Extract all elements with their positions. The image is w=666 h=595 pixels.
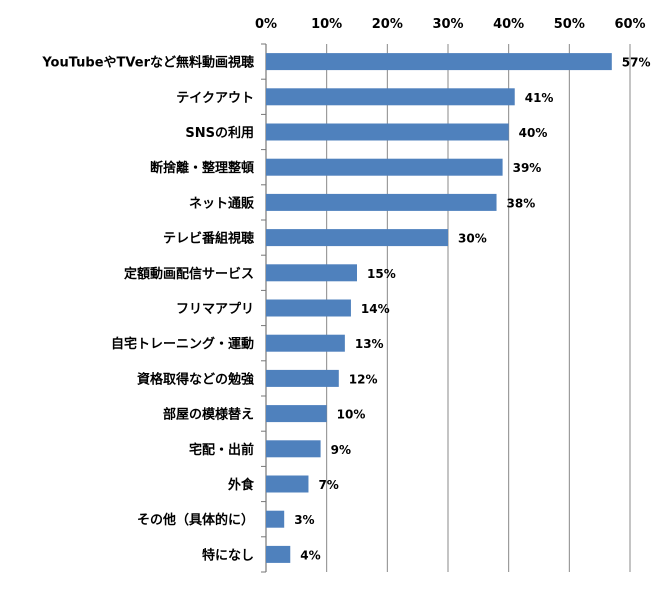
- bar: [266, 53, 612, 71]
- data-labels: 57% 41% 40% 39% 38% 30% 15% 14% 13% 12% 10% 9% 7% 3% 4…: [294, 56, 650, 563]
- category-label: 特になし: [202, 547, 254, 563]
- data-label: 13%: [355, 337, 384, 351]
- category-label: フリマアプリ: [176, 302, 254, 317]
- data-label: 9%: [331, 443, 351, 457]
- data-label: 41%: [525, 91, 554, 105]
- bar: [266, 334, 345, 352]
- bar: [266, 369, 339, 387]
- x-axis-tick-labels: 0% 10% 20% 30% 40% 50% 60%: [255, 17, 646, 32]
- category-label: その他（具体的に）: [137, 512, 254, 528]
- x-tick-label: 10%: [311, 17, 342, 32]
- category-label: 自宅トレーニング・運動: [111, 336, 254, 352]
- category-label: 定額動画配信サービス: [123, 266, 254, 282]
- bar: [266, 229, 448, 247]
- bar: [266, 405, 327, 423]
- x-tick-label: 0%: [255, 17, 277, 32]
- data-label: 30%: [458, 232, 487, 246]
- data-label: 39%: [513, 161, 542, 175]
- x-tick-label: 60%: [614, 17, 645, 32]
- bar: [266, 123, 509, 141]
- category-label: 宅配・出前: [189, 442, 254, 458]
- data-label: 10%: [337, 408, 366, 422]
- category-label: ネット通販: [189, 195, 255, 211]
- bar: [266, 158, 503, 176]
- data-label: 38%: [507, 196, 536, 210]
- category-label: テイクアウト: [176, 91, 254, 106]
- data-label: 57%: [622, 56, 651, 70]
- category-label: SNSの利用: [185, 125, 254, 141]
- data-label: 14%: [361, 302, 390, 316]
- bars: [266, 53, 612, 563]
- x-tick-label: 50%: [554, 17, 585, 32]
- bar: [266, 264, 357, 282]
- category-label: 資格取得などの勉強: [137, 371, 254, 387]
- category-label: 外食: [227, 477, 255, 493]
- data-label: 4%: [300, 548, 320, 562]
- data-label: 15%: [367, 267, 396, 281]
- bar: [266, 510, 285, 528]
- category-label: YouTubeやTVerなど無料動画視聴: [41, 55, 254, 71]
- x-tick-label: 20%: [372, 17, 403, 32]
- category-label: 断捨離・整理整頓: [150, 160, 254, 176]
- bar: [266, 299, 351, 317]
- x-tick-label: 30%: [432, 17, 463, 32]
- category-label: テレビ番組視聴: [163, 231, 254, 247]
- bar: [266, 545, 291, 563]
- category-label: 部屋の模様替え: [163, 407, 254, 423]
- bar: [266, 475, 309, 493]
- data-label: 3%: [294, 513, 314, 527]
- data-label: 12%: [349, 372, 378, 386]
- bar: [266, 193, 497, 211]
- x-tick-label: 40%: [493, 17, 524, 32]
- data-label: 7%: [318, 478, 338, 492]
- bar: [266, 88, 515, 106]
- data-label: 40%: [519, 126, 548, 140]
- bar: [266, 440, 321, 458]
